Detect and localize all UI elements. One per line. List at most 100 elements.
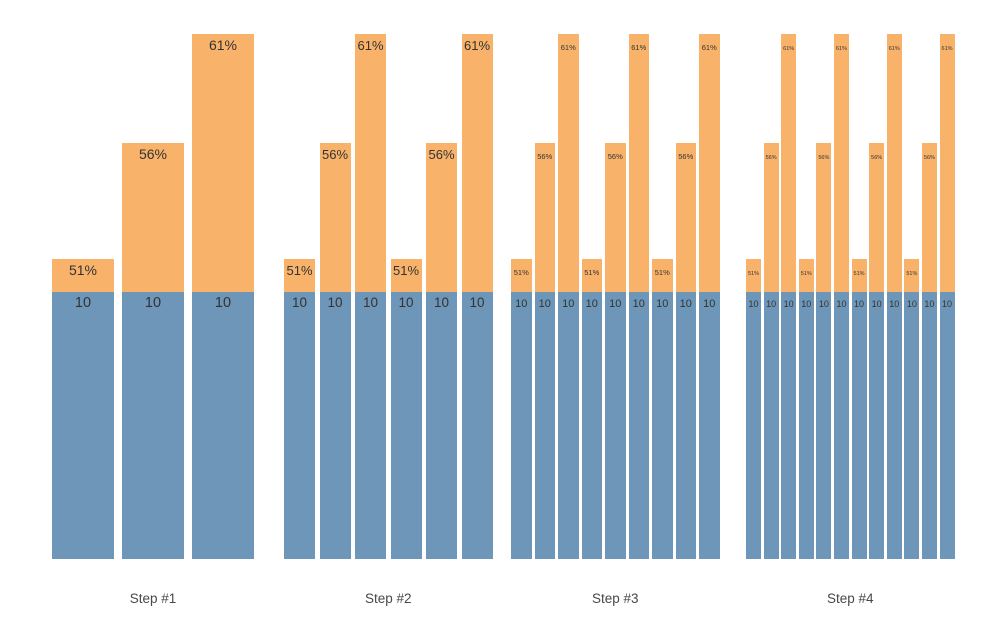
stacked-bar: 61% 10: [628, 34, 649, 559]
base-value-label: 10: [783, 299, 794, 309]
base-segment: 10: [581, 292, 602, 559]
stacked-bar: 56% 10: [319, 143, 351, 559]
base-value-label: 10: [469, 295, 485, 310]
stacked-bar: 51% 10: [904, 259, 920, 559]
pct-label: 51%: [853, 271, 865, 277]
base-segment: 10: [921, 292, 937, 559]
base-segment: 10: [426, 292, 457, 559]
base-segment: 10: [355, 292, 386, 559]
base-value-label: 10: [818, 299, 829, 309]
pct-label: 56%: [537, 152, 553, 161]
top-segment: 56%: [605, 143, 626, 292]
stacked-bar: 61% 10: [939, 34, 955, 559]
base-segment: 10: [763, 292, 779, 559]
base-segment: 10: [284, 292, 315, 559]
pct-label: 56%: [321, 147, 349, 162]
top-segment: 61%: [781, 34, 797, 292]
stacked-bar: 56% 10: [534, 143, 555, 559]
base-value-label: 10: [942, 299, 953, 309]
base-segment: 10: [816, 292, 832, 559]
base-segment: 10: [939, 292, 955, 559]
pct-label: 56%: [607, 152, 623, 161]
stacked-bar: 51% 10: [652, 259, 673, 559]
pct-label: 56%: [871, 155, 883, 161]
top-segment: 51%: [511, 259, 532, 292]
pct-label: 51%: [68, 262, 98, 278]
base-segment: 10: [52, 292, 114, 559]
base-value-label: 10: [433, 295, 450, 310]
top-segment: 61%: [833, 34, 849, 292]
top-segment: 61%: [699, 34, 720, 292]
base-segment: 10: [319, 292, 351, 559]
stacked-bar: 56% 10: [605, 143, 626, 559]
top-segment: 61%: [558, 34, 579, 292]
top-segment: 56%: [921, 143, 937, 292]
pct-label: 61%: [208, 37, 238, 53]
base-value-label: 10: [632, 298, 645, 310]
base-value-label: 10: [398, 295, 414, 310]
base-segment: 10: [605, 292, 626, 559]
pct-label: 61%: [888, 46, 900, 52]
top-segment: 61%: [628, 34, 649, 292]
base-segment: 10: [652, 292, 673, 559]
stacked-bar: 56% 10: [426, 143, 457, 559]
base-value-label: 10: [889, 299, 900, 309]
base-value-label: 10: [924, 299, 935, 309]
top-segment: 56%: [675, 143, 696, 292]
base-value-label: 10: [748, 299, 759, 309]
top-segment: 51%: [798, 259, 814, 292]
base-value-label: 10: [609, 298, 622, 310]
base-value-label: 10: [538, 298, 551, 310]
base-value-label: 10: [801, 299, 812, 309]
base-value-label: 10: [585, 298, 598, 310]
base-value-label: 10: [703, 298, 716, 310]
base-segment: 10: [461, 292, 493, 559]
bar-group-step-3: 51% 10 56% 10 61% 10 51% 10 56% 10 61% 10 51% 10 56% 10…: [511, 34, 720, 559]
pct-label: 61%: [463, 38, 491, 53]
base-segment: 10: [851, 292, 867, 559]
stacked-bar: 51% 10: [52, 259, 114, 559]
stacked-bar: 61% 10: [886, 34, 902, 559]
base-segment: 10: [628, 292, 649, 559]
step-label: Step #2: [364, 591, 412, 606]
pct-label: 51%: [286, 263, 313, 278]
base-value-label: 10: [836, 299, 847, 309]
stacked-bar: 61% 10: [781, 34, 797, 559]
stacked-bar: 61% 10: [461, 34, 493, 559]
base-value-label: 10: [679, 298, 692, 310]
top-segment: 51%: [284, 259, 315, 292]
base-segment: 10: [558, 292, 579, 559]
top-segment: 51%: [581, 259, 602, 292]
base-segment: 10: [904, 292, 920, 559]
base-segment: 10: [122, 292, 184, 559]
bar-group-step-4: 51% 10 56% 10 61% 10 51% 10 56% 10 61% 10 51% 10 56% 10…: [746, 34, 955, 559]
base-segment: 10: [798, 292, 814, 559]
top-segment: 51%: [904, 259, 920, 292]
base-segment: 10: [192, 292, 254, 559]
stacked-bar: 56% 10: [921, 143, 937, 559]
pct-label: 61%: [631, 43, 647, 52]
pct-label: 61%: [941, 46, 953, 52]
pct-label: 51%: [654, 268, 670, 277]
pct-label: 56%: [428, 147, 455, 162]
top-segment: 56%: [534, 143, 555, 292]
pct-label: 56%: [923, 155, 935, 161]
bar-group-step-2: 51% 10 56% 10 61% 10 51% 10 56% 10 61% 10: [284, 34, 493, 559]
base-value-label: 10: [766, 299, 777, 309]
top-segment: 56%: [816, 143, 832, 292]
stacked-bar: 51% 10: [581, 259, 602, 559]
stacked-bar: 56% 10: [869, 143, 885, 559]
pct-label: 51%: [392, 263, 420, 278]
base-value-label: 10: [854, 299, 865, 309]
step-label: Step #1: [129, 591, 177, 606]
base-segment: 10: [511, 292, 532, 559]
pct-label: 61%: [783, 46, 795, 52]
base-value-label: 10: [906, 299, 917, 309]
pct-label: 51%: [584, 268, 600, 277]
pct-label: 61%: [560, 43, 576, 52]
top-segment: 56%: [869, 143, 885, 292]
base-segment: 10: [886, 292, 902, 559]
pct-label: 51%: [800, 271, 812, 277]
base-value-label: 10: [515, 298, 528, 310]
